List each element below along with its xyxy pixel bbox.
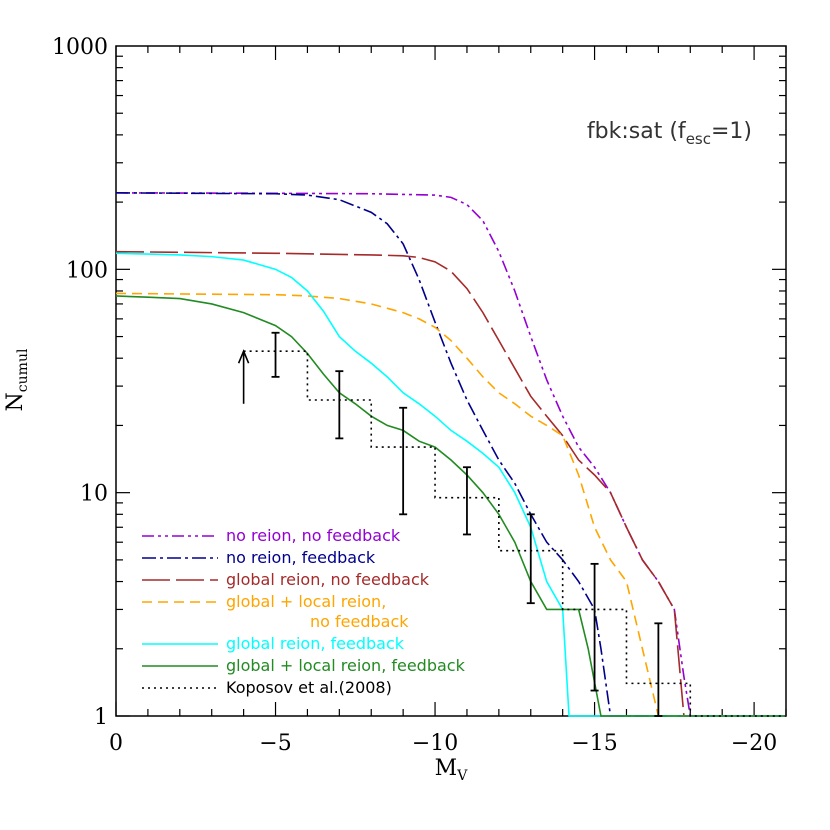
legend: no reion, no feedback no reion, feedback g… (142, 526, 466, 697)
y-tick-label: 100 (66, 258, 108, 283)
error-bars (271, 331, 663, 717)
x-tick-label: 0 (109, 731, 123, 756)
y-axis-title: Ncumul (3, 348, 31, 411)
x-tick-label: −5 (259, 731, 291, 756)
x-axis-title: MV (435, 756, 469, 784)
legend-label-3: global reion, no feedback (226, 570, 430, 589)
legend-label-7: Koposov et al.(2008) (226, 678, 392, 697)
legend-label-2: no reion, feedback (226, 548, 376, 567)
series-line-4 (115, 292, 786, 717)
tick-labels: 0 −5 −10 −15 −20 1 10 100 1000 (52, 35, 777, 756)
panel-annotation: fbk:sat (fesc=1) (587, 119, 752, 148)
series-group (115, 192, 786, 717)
legend-label-5: global reion, feedback (226, 634, 405, 653)
y-tick-label: 10 (80, 482, 108, 507)
x-tick-label: −15 (571, 731, 617, 756)
legend-label-4: global + local reion, no feedback (226, 592, 409, 631)
y-tick-label: 1 (94, 705, 108, 730)
series-line-1 (115, 192, 786, 717)
series-line-3 (115, 250, 786, 717)
arrow-head (237, 349, 250, 364)
series-line-5 (115, 252, 786, 717)
plot-frame (115, 45, 787, 717)
legend-label-1: no reion, no feedback (226, 526, 401, 545)
y-tick-label: 1000 (52, 35, 108, 60)
legend-label-6: global + local reion, feedback (226, 656, 466, 675)
series-line-2 (115, 192, 786, 717)
series-line-6 (115, 295, 786, 717)
x-tick-label: −10 (412, 731, 458, 756)
x-tick-label: −20 (731, 731, 777, 756)
